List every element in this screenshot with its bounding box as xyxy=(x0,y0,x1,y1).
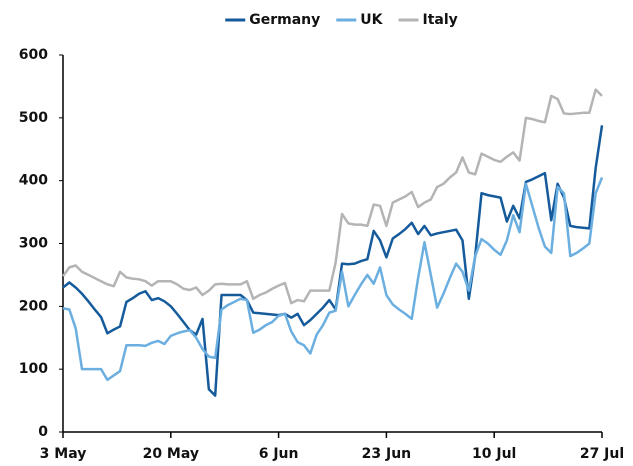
x-tick-label: 10 Jul xyxy=(472,446,516,462)
y-tick-label: 400 xyxy=(19,173,48,189)
line-series xyxy=(62,177,604,382)
line-series xyxy=(61,88,603,305)
line-series xyxy=(62,125,604,397)
legend-item: Italy xyxy=(398,12,458,28)
y-tick-label: 200 xyxy=(19,298,48,314)
y-tick-label: 500 xyxy=(19,110,48,126)
legend-label: UK xyxy=(360,12,383,28)
y-tick-label: 0 xyxy=(38,424,48,440)
legend-item: UK xyxy=(336,12,384,28)
y-tick-label: 300 xyxy=(19,236,48,252)
x-tick-label: 27 Jul xyxy=(580,446,624,462)
x-tick-label: 6 Jun xyxy=(259,446,299,462)
legend-label: Germany xyxy=(249,12,320,28)
x-tick-label: 23 Jun xyxy=(362,446,412,462)
y-tick-label: 600 xyxy=(19,47,48,63)
y-tick-label: 100 xyxy=(19,361,48,377)
legend-label: Italy xyxy=(422,12,457,28)
x-tick-label: 20 May xyxy=(143,446,199,462)
x-tick-label: 3 May xyxy=(40,446,87,462)
legend-item: Germany xyxy=(225,12,320,28)
